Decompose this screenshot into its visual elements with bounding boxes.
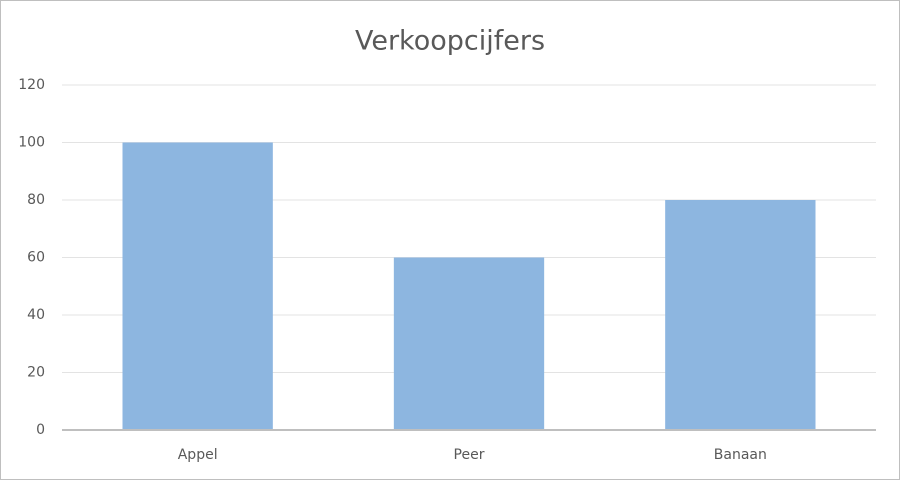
x-tick-label: Appel	[178, 447, 218, 463]
y-tick-label: 100	[18, 135, 45, 151]
y-tick-label: 0	[36, 422, 45, 438]
x-tick-label: Banaan	[714, 447, 767, 463]
y-tick-label: 60	[27, 250, 45, 266]
y-tick-label: 20	[27, 365, 45, 381]
y-tick-label: 80	[27, 192, 45, 208]
bar	[393, 257, 545, 430]
y-tick-label: 120	[18, 77, 45, 93]
chart-title: Verkoopcijfers	[355, 26, 545, 57]
bar	[122, 142, 273, 430]
x-tick-label: Peer	[454, 447, 485, 463]
y-tick-label: 40	[27, 307, 45, 323]
bar	[665, 200, 816, 430]
